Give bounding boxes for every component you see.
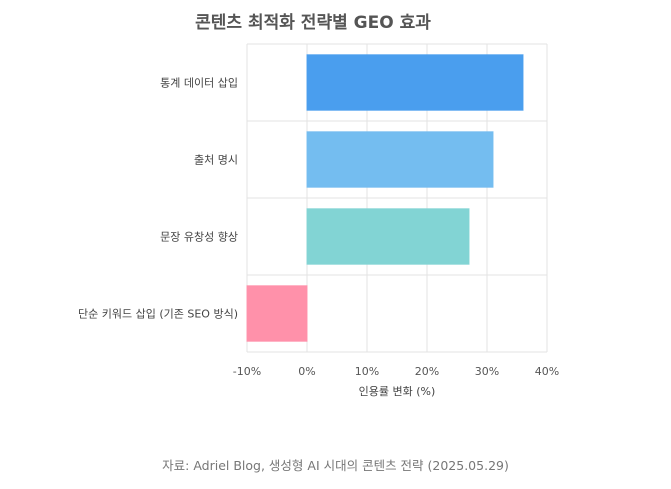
source-note: 자료: Adriel Blog, 생성형 AI 시대의 콘텐츠 전략 (2025… bbox=[162, 458, 509, 473]
bar-3 bbox=[246, 285, 308, 342]
category-label-0: 통계 데이터 삽입 bbox=[160, 77, 238, 90]
x-tick-label-2: 10% bbox=[355, 365, 379, 378]
bar-1 bbox=[306, 131, 494, 188]
bars bbox=[246, 54, 524, 342]
x-tick-label-4: 30% bbox=[475, 365, 499, 378]
bar-0 bbox=[306, 54, 524, 111]
x-tick-label-5: 40% bbox=[535, 365, 559, 378]
category-label-3: 단순 키워드 삽입 (기존 SEO 방식) bbox=[78, 308, 238, 321]
x-tick-label-0: -10% bbox=[233, 365, 261, 378]
x-tick-label-3: 20% bbox=[415, 365, 439, 378]
bar-2 bbox=[306, 208, 470, 265]
x-tick-label-1: 0% bbox=[298, 365, 315, 378]
category-label-2: 문장 유창성 향상 bbox=[160, 231, 238, 244]
x-tick-labels: -10% 0% 10% 20% 30% 40% bbox=[233, 365, 559, 378]
category-label-1: 출처 명시 bbox=[194, 154, 238, 167]
x-axis-title: 인용률 변화 (%) bbox=[359, 385, 436, 398]
chart-title: 콘텐츠 최적화 전략별 GEO 효과 bbox=[195, 13, 431, 33]
